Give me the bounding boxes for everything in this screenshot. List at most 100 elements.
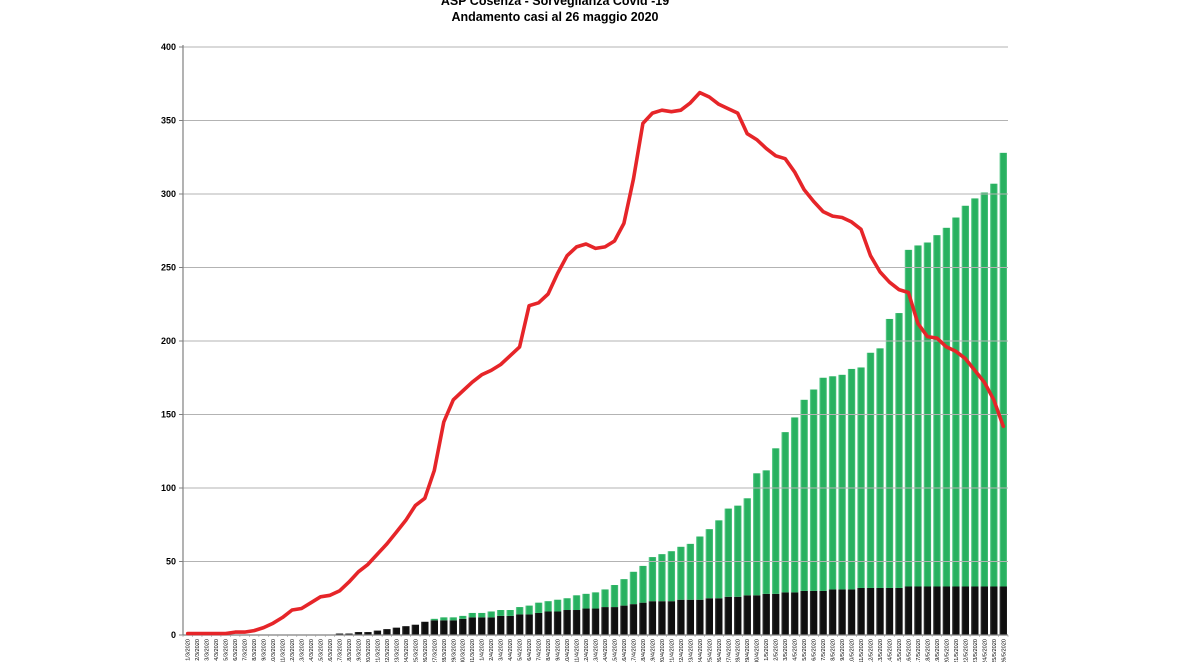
bar-black [734,596,742,635]
y-axis-label: 0 [171,630,176,640]
bar-black [354,632,363,635]
bar-green [828,376,837,590]
bar-black [724,596,732,635]
bar-green [572,595,581,611]
bar-black [582,608,590,635]
bar-green [667,551,676,602]
x-axis-label: 8/3/2020 [252,639,258,661]
x-axis-label: 11/5/2020 [859,639,865,662]
stacked-bars-layer [335,152,1007,635]
bar-black [753,595,761,635]
x-axis-label: 6/4/2020 [527,639,533,661]
bar-green [942,227,951,587]
bar-green [904,249,913,587]
bar-green [658,554,666,602]
bar-green [980,192,988,587]
bar-green [639,565,647,603]
bar-green [544,601,552,612]
bar-black [923,586,932,635]
red-data-line [185,90,1006,636]
bar-black [990,586,998,635]
bar-green [999,152,1007,587]
x-axis-label: 27/3/2020 [432,639,438,662]
y-axis-label: 400 [161,42,176,52]
bar-black [942,586,951,635]
y-axis-label: 100 [161,483,176,493]
bar-green [743,498,751,596]
bar-green [582,593,590,609]
bar-black [762,593,770,635]
bar-black [904,586,913,635]
y-axis-labels: 0 50 100 150 200 250 300 350 400 [161,42,176,640]
bar-green [430,618,438,621]
bar-green [762,470,770,594]
bar-black [496,615,505,635]
bar-green [876,348,884,588]
bar-green [790,417,799,593]
chart-title: ASP Cosenza - Sorveglianza Covid -19 And… [330,0,780,25]
bar-black [639,602,647,635]
bar-green [591,592,600,609]
x-axis-label: 11/3/2020 [281,639,287,662]
axes-layer [179,45,1009,637]
x-axis-label: 14/4/2020 [603,639,609,662]
x-axis-label: 2/5/2020 [774,639,780,661]
x-axis-label: 7/3/2020 [243,639,249,661]
x-axis-label: 26/5/2020 [1001,639,1007,662]
bar-black [515,614,524,635]
red-line-layer [185,90,1006,636]
x-axis-label: 14/5/2020 [887,639,893,662]
bar-black [914,586,922,635]
bar-black [610,607,619,635]
bar-green [990,183,998,587]
x-axis-label: 22/4/2020 [679,639,685,662]
x-axis-label: 22/5/2020 [963,639,969,662]
x-axis-label: 19/5/2020 [935,639,941,662]
x-axis-label: 17/4/2020 [631,639,637,662]
bar-green [440,617,448,621]
x-axis-label: 28/3/2020 [442,639,448,662]
x-axis-label: 23/4/2020 [688,639,694,662]
bar-black [449,620,457,635]
bar-black [961,586,970,635]
x-axis-label: 15/5/2020 [897,639,903,662]
bar-black [591,608,600,635]
bar-black [857,587,865,635]
x-axis-label: 29/3/2020 [451,639,457,662]
bar-green [677,546,685,600]
x-axis-label: 6/3/2020 [233,639,239,661]
bar-black [847,589,856,635]
x-axis-label: 12/3/2020 [290,639,296,662]
x-axis-label: 3/3/2020 [205,639,211,661]
x-axis-label: 8/4/2020 [546,639,552,661]
x-axis-label: 1/3/2020 [186,639,192,661]
bar-green [866,352,875,588]
bar-black [715,598,723,635]
bar-black [885,587,894,635]
bar-black [743,595,751,635]
bar-black [658,601,666,635]
x-axis-label: 22/3/2020 [385,639,391,662]
x-axis-label: 6/5/2020 [812,639,818,661]
x-axis-label: 11/4/2020 [575,639,581,662]
bar-black [430,620,438,635]
x-axis-label: 19/4/2020 [650,639,656,662]
bar-black [534,612,543,635]
bar-green [449,617,457,621]
bar-green [781,432,789,593]
x-axis-label: 1/4/2020 [480,639,486,661]
x-axis-label: 26/3/2020 [423,639,429,662]
bar-green [857,367,865,588]
bar-black [459,618,467,635]
bar-black [553,611,562,635]
y-axis-label: 250 [161,263,176,273]
y-axis-label: 50 [166,557,176,567]
bar-green [487,611,495,618]
bar-green [459,615,467,619]
bar-black [373,630,382,635]
bar-green [819,377,827,591]
bar-green [895,313,903,588]
x-axis-label: 30/3/2020 [461,639,467,662]
x-axis-label: 21/4/2020 [669,639,675,662]
